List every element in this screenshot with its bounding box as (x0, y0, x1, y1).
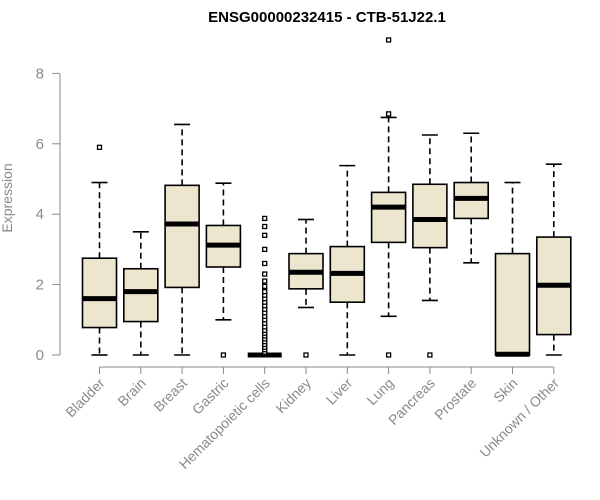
outlier-point (385, 352, 392, 358)
box-group (535, 163, 572, 356)
box-group (205, 182, 242, 358)
outlier-point (96, 144, 103, 150)
outlier-point (385, 111, 392, 117)
box-group (412, 134, 448, 358)
outlier-point (385, 37, 392, 43)
box-group (453, 132, 490, 264)
outlier-point (303, 352, 309, 358)
box-group (247, 215, 282, 358)
x-tick-label: Prostate (431, 375, 479, 423)
boxes (81, 37, 572, 358)
box (494, 252, 531, 356)
x-tick-label: Liver (323, 375, 356, 408)
y-axis-label: Expression (0, 163, 15, 232)
box (164, 184, 200, 289)
y-tick-label: 8 (36, 65, 44, 82)
x-tick-label: Brain (114, 375, 148, 409)
box-group (370, 37, 407, 358)
x-tick-label: Lung (363, 375, 396, 408)
box-group (494, 181, 531, 357)
x-tick-label: Skin (490, 375, 521, 406)
outlier-point (262, 288, 268, 295)
outlier-point (262, 283, 268, 290)
box-group (329, 164, 366, 356)
box-group (288, 218, 324, 358)
outlier-point (262, 215, 268, 222)
outlier-point (262, 223, 268, 230)
box-group (123, 231, 159, 356)
y-tick-label: 2 (36, 277, 44, 294)
outlier-point (262, 246, 268, 253)
x-tick-label: Breast (150, 375, 190, 415)
outlier-point (220, 352, 227, 358)
outlier-point (262, 232, 268, 238)
y-tick-label: 6 (36, 136, 44, 153)
y-tick-label: 4 (36, 206, 44, 223)
box (81, 257, 118, 329)
outlier-point (427, 352, 433, 358)
y-tick-label: 0 (36, 347, 44, 364)
x-tick-label: Bladder (62, 375, 108, 421)
box (123, 267, 159, 323)
box-group (164, 123, 200, 356)
chart-title: ENSG00000232415 - CTB-51J22.1 (208, 9, 446, 26)
box (412, 183, 448, 249)
outlier-point (262, 260, 268, 267)
box (370, 191, 407, 244)
x-tick-label: Kidney (273, 375, 315, 417)
outlier-point (262, 278, 268, 284)
outlier-point (262, 271, 268, 277)
box-group (81, 144, 118, 356)
